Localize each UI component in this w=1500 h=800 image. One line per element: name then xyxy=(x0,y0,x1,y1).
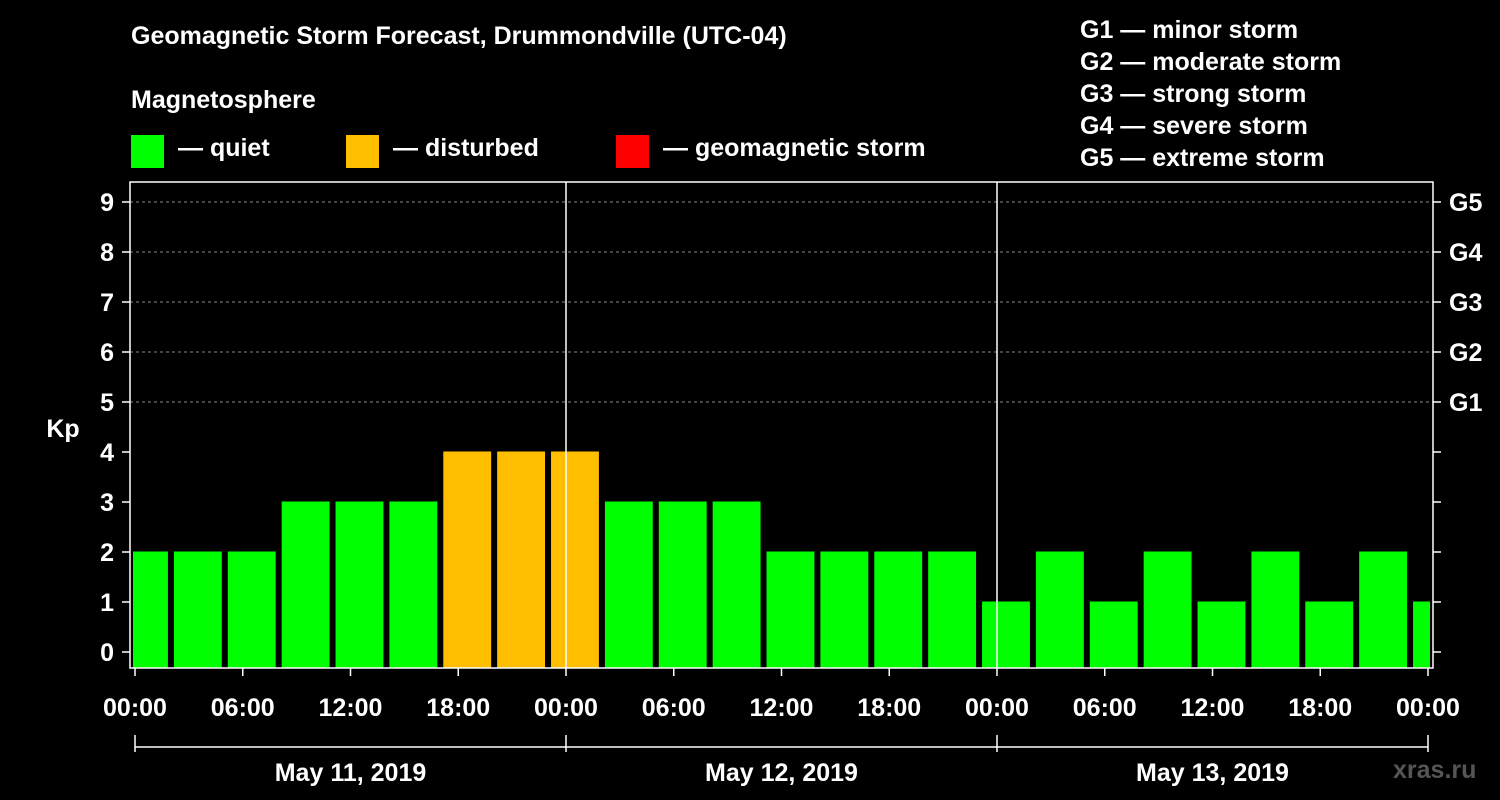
day-label: May 11, 2019 xyxy=(275,759,427,787)
kp-bar xyxy=(820,551,869,668)
g-scale-g5: G5 — extreme storm xyxy=(1080,144,1325,172)
x-tick-label: 00:00 xyxy=(965,694,1029,722)
y-tick-label: 2 xyxy=(100,539,114,567)
kp-bar xyxy=(766,551,815,668)
y-tick-label: 8 xyxy=(100,239,114,267)
kp-bar xyxy=(1251,551,1300,668)
kp-bar xyxy=(604,501,653,668)
legend-quiet-label: — quiet xyxy=(178,134,270,162)
legend-quiet-swatch xyxy=(131,135,164,168)
y-tick-label: 4 xyxy=(100,439,114,467)
g-scale-g3: G3 — strong storm xyxy=(1080,80,1307,108)
x-tick-label: 00:00 xyxy=(1396,694,1460,722)
magnetosphere-label: Magnetosphere xyxy=(131,86,316,114)
x-tick-label: 00:00 xyxy=(534,694,598,722)
kp-bar xyxy=(982,601,1030,668)
g-level-label: G5 xyxy=(1449,189,1482,217)
kp-bar xyxy=(551,451,599,668)
g-level-label: G4 xyxy=(1449,239,1482,267)
x-tick-label: 06:00 xyxy=(1073,694,1137,722)
kp-bar xyxy=(928,551,977,668)
kp-bar xyxy=(1089,601,1138,668)
kp-bar xyxy=(227,551,276,668)
x-tick-label: 18:00 xyxy=(426,694,490,722)
g-level-label: G2 xyxy=(1449,339,1482,367)
g-level-label: G1 xyxy=(1449,389,1482,417)
chart-title: Geomagnetic Storm Forecast, Drummondvill… xyxy=(131,22,787,50)
kp-bar xyxy=(497,451,546,668)
y-tick-label: 5 xyxy=(100,389,114,417)
kp-bar xyxy=(1197,601,1246,668)
kp-bar xyxy=(133,551,168,668)
x-tick-label: 06:00 xyxy=(211,694,275,722)
g-scale-g4: G4 — severe storm xyxy=(1080,112,1308,140)
x-tick-label: 12:00 xyxy=(319,694,383,722)
x-tick-label: 18:00 xyxy=(1288,694,1352,722)
g-scale-g1: G1 — minor storm xyxy=(1080,16,1299,44)
kp-bar xyxy=(712,501,761,668)
watermark: xras.ru xyxy=(1393,756,1477,784)
kp-bar xyxy=(1035,551,1084,668)
kp-bar xyxy=(335,501,384,668)
y-tick-label: 1 xyxy=(100,589,114,617)
y-tick-label: 0 xyxy=(100,639,114,667)
kp-bar xyxy=(281,501,330,668)
kp-bar xyxy=(389,501,438,668)
legend-storm-label: — geomagnetic storm xyxy=(663,134,926,162)
legend-disturbed-swatch xyxy=(346,135,379,168)
x-tick-label: 06:00 xyxy=(642,694,706,722)
g-scale-legend: G1 — minor storm G2 — moderate storm G3 … xyxy=(1080,14,1341,174)
y-axis-label: Kp xyxy=(46,415,79,443)
legend-storm-swatch xyxy=(616,135,649,168)
y-tick-label: 9 xyxy=(100,189,114,217)
g-level-label: G3 xyxy=(1449,289,1482,317)
day-label: May 13, 2019 xyxy=(1136,759,1289,787)
kp-bar xyxy=(1143,551,1192,668)
g-scale-g2: G2 — moderate storm xyxy=(1080,48,1342,76)
kp-bar xyxy=(443,451,492,668)
x-tick-label: 00:00 xyxy=(103,694,167,722)
legend-disturbed-label: — disturbed xyxy=(393,134,539,162)
kp-bar xyxy=(1305,601,1354,668)
kp-bar xyxy=(874,551,923,668)
kp-bar xyxy=(658,501,707,668)
y-tick-label: 7 xyxy=(100,289,114,317)
kp-bar xyxy=(173,551,222,668)
x-tick-label: 12:00 xyxy=(750,694,814,722)
kp-bar xyxy=(1413,601,1430,668)
day-label: May 12, 2019 xyxy=(705,759,858,787)
y-tick-label: 3 xyxy=(100,489,114,517)
y-tick-label: 6 xyxy=(100,339,114,367)
x-tick-label: 12:00 xyxy=(1181,694,1245,722)
x-tick-label: 18:00 xyxy=(857,694,921,722)
kp-bar xyxy=(1359,551,1408,668)
